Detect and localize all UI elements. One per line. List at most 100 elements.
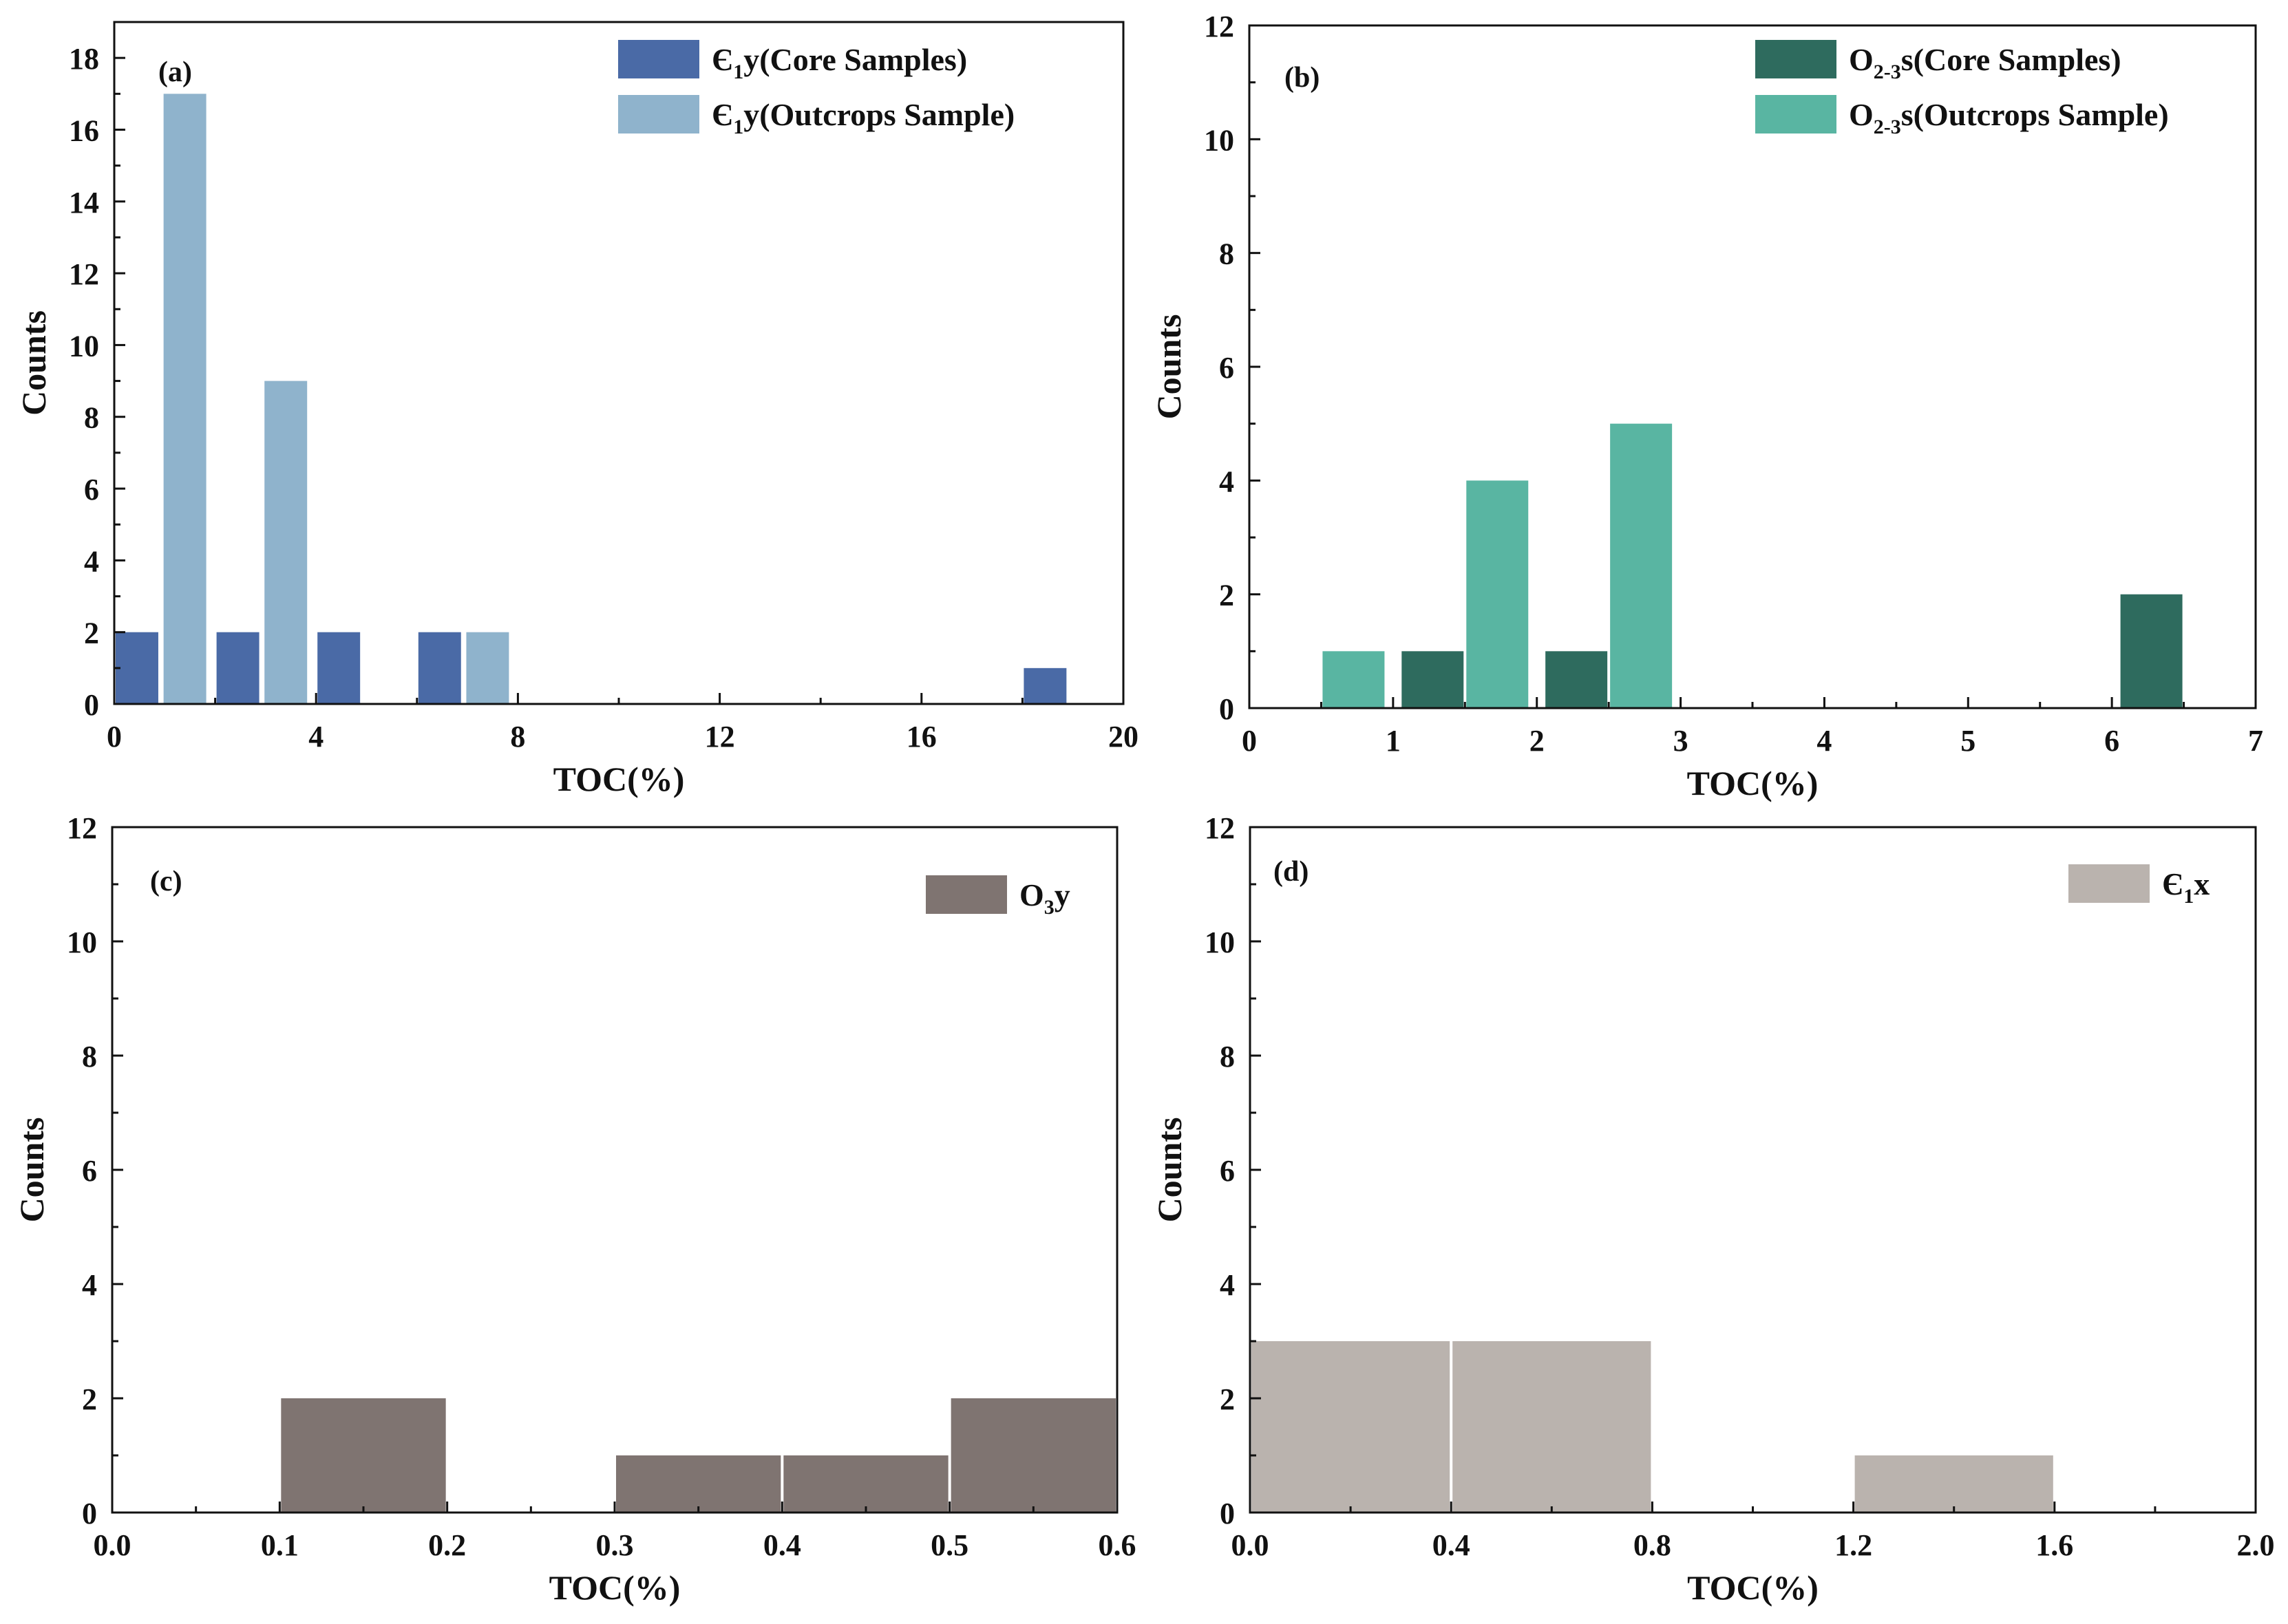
y-tick-label-d-5: 10 xyxy=(1205,926,1235,959)
x-tick-label-b-0: 0 xyxy=(1242,724,1257,758)
legend-label-b-0: O2-3s(Core Samples) xyxy=(1849,42,2121,83)
x-tick-label-b-1: 1 xyxy=(1386,724,1401,758)
y-tick-label-c-1: 2 xyxy=(82,1382,97,1416)
bar-a-s0-2 xyxy=(317,632,361,704)
x-tick-label-c-5: 0.5 xyxy=(931,1528,968,1562)
legend-label-d-0: Є1x xyxy=(2162,866,2210,908)
y-tick-label-b-6: 12 xyxy=(1204,10,1234,43)
legend-swatch-b-1 xyxy=(1755,95,1836,133)
x-tick-label-d-3: 1.2 xyxy=(1834,1528,1872,1562)
legend-swatch-b-0 xyxy=(1755,40,1836,78)
x-tick-label-a-4: 16 xyxy=(907,720,937,754)
bar-c-s0-2 xyxy=(783,1455,949,1513)
bar-a-s0-0 xyxy=(116,632,158,704)
chart-panel-a: 0 4 8 12 16 20 0 2 4 6 8 10 12 14 16 18 TOC(%) Counts (a) Є… xyxy=(14,21,1138,798)
bar-a-s0-3 xyxy=(418,632,461,704)
x-tick-label-c-1: 0.1 xyxy=(261,1528,299,1562)
x-tick-label-c-0: 0.0 xyxy=(94,1528,131,1562)
x-tick-label-a-1: 4 xyxy=(308,720,324,754)
y-tick-label-d-4: 8 xyxy=(1220,1040,1235,1073)
x-tick-label-d-1: 0.4 xyxy=(1432,1528,1470,1562)
y-tick-label-a-5: 10 xyxy=(69,329,99,363)
x-axis-label-d: TOC(%) xyxy=(1687,1568,1819,1607)
chart-panel-d: 0.0 0.4 0.8 1.2 1.6 2.0 0 2 4 6 8 10 12 TOC(%) Counts (… xyxy=(1150,811,2275,1607)
y-tick-label-b-2: 4 xyxy=(1219,464,1234,498)
y-tick-label-c-2: 4 xyxy=(82,1268,97,1302)
x-axis-label-b: TOC(%) xyxy=(1687,764,1819,802)
legend-swatch-a-0 xyxy=(618,40,699,78)
y-tick-label-a-4: 8 xyxy=(84,401,99,435)
panel-label-c: (c) xyxy=(150,866,182,897)
bar-a-s0-4 xyxy=(1024,667,1067,704)
bar-c-s0-0 xyxy=(281,1398,446,1513)
chart-panel-b: 0 1 2 3 4 5 6 7024681012TOC(%)Counts(b)O2-3s(Co… xyxy=(1150,10,2263,802)
x-tick-label-a-0: 0 xyxy=(107,720,122,754)
panel-label-b: (b) xyxy=(1284,62,1320,94)
legend-swatch-d-0 xyxy=(2068,864,2150,903)
bar-a-s1-0 xyxy=(163,94,206,704)
y-tick-label-b-0: 0 xyxy=(1219,692,1234,726)
bar-b-s1-1 xyxy=(1466,480,1529,708)
y-tick-label-c-6: 12 xyxy=(67,811,97,845)
y-tick-label-b-5: 10 xyxy=(1204,123,1234,157)
x-tick-label-d-5: 2.0 xyxy=(2237,1528,2275,1562)
x-tick-label-b-2: 2 xyxy=(1529,724,1545,758)
y-tick-label-a-2: 4 xyxy=(84,544,99,578)
y-axis-label-d: Counts xyxy=(1150,1118,1189,1223)
x-axis-label-c: TOC(%) xyxy=(549,1568,681,1607)
x-tick-label-c-6: 0.6 xyxy=(1099,1528,1136,1562)
x-tick-label-c-3: 0.3 xyxy=(596,1528,634,1562)
panel-label-d: (d) xyxy=(1273,856,1309,888)
y-tick-label-d-0: 0 xyxy=(1220,1497,1235,1530)
y-tick-label-b-1: 2 xyxy=(1219,579,1234,612)
bar-b-s0-0 xyxy=(1401,651,1464,708)
x-tick-label-b-4: 4 xyxy=(1816,724,1832,758)
x-tick-label-c-2: 0.2 xyxy=(428,1528,466,1562)
y-tick-label-a-6: 12 xyxy=(69,257,99,291)
y-axis-label-b: Counts xyxy=(1150,314,1188,420)
y-tick-label-d-6: 12 xyxy=(1205,811,1235,845)
legend-label-c-0: O3y xyxy=(1019,877,1070,919)
bar-d-s0-0 xyxy=(1251,1341,1450,1513)
y-tick-label-b-4: 8 xyxy=(1219,237,1234,271)
bar-d-s0-1 xyxy=(1452,1341,1651,1513)
y-tick-label-a-8: 16 xyxy=(69,114,99,147)
chart-panel-c: 0.0 0.1 0.2 0.3 0.4 0.5 0.6 0 2 4 6 8 10 12 TOC(%) Coun… xyxy=(12,811,1136,1607)
x-tick-label-d-4: 1.6 xyxy=(2035,1528,2073,1562)
y-tick-label-a-9: 18 xyxy=(69,42,99,76)
y-tick-label-d-2: 4 xyxy=(1220,1268,1235,1302)
x-tick-label-b-3: 3 xyxy=(1673,724,1688,758)
y-tick-label-c-3: 6 xyxy=(82,1154,97,1188)
x-tick-label-b-7: 7 xyxy=(2248,724,2263,758)
x-tick-label-a-2: 8 xyxy=(510,720,525,754)
x-tick-label-d-0: 0.0 xyxy=(1231,1528,1269,1562)
legend-swatch-c-0 xyxy=(926,875,1007,914)
x-tick-label-d-2: 0.8 xyxy=(1633,1528,1671,1562)
y-tick-label-a-3: 6 xyxy=(84,473,99,506)
x-tick-label-b-6: 6 xyxy=(2104,724,2119,758)
legend-label-b-1: O2-3s(Outcrops Sample) xyxy=(1849,97,2169,138)
legend-swatch-a-1 xyxy=(618,95,699,133)
bar-a-s0-1 xyxy=(216,632,259,704)
y-tick-label-c-5: 10 xyxy=(67,926,97,959)
y-tick-label-a-7: 14 xyxy=(69,186,99,220)
x-axis-label-a: TOC(%) xyxy=(553,760,685,798)
x-tick-label-c-4: 0.4 xyxy=(763,1528,801,1562)
bar-b-s1-2 xyxy=(1610,423,1673,708)
panel-label-a: (a) xyxy=(158,56,192,88)
legend-label-a-0: Є1y(Core Samples) xyxy=(712,42,967,83)
y-tick-label-d-1: 2 xyxy=(1220,1382,1235,1416)
bar-b-s0-2 xyxy=(2120,594,2183,708)
bar-c-s0-3 xyxy=(951,1398,1116,1513)
y-tick-label-b-3: 6 xyxy=(1219,351,1234,385)
x-tick-label-b-5: 5 xyxy=(1960,724,1975,758)
x-tick-label-a-3: 12 xyxy=(705,720,735,754)
bar-d-s0-2 xyxy=(1854,1455,2053,1513)
x-tick-label-a-5: 20 xyxy=(1108,720,1138,754)
bar-a-s1-2 xyxy=(466,632,509,704)
y-tick-label-a-0: 0 xyxy=(84,688,99,722)
bar-b-s0-1 xyxy=(1545,651,1608,708)
bar-b-s1-0 xyxy=(1322,651,1385,708)
y-tick-label-d-3: 6 xyxy=(1220,1154,1235,1188)
